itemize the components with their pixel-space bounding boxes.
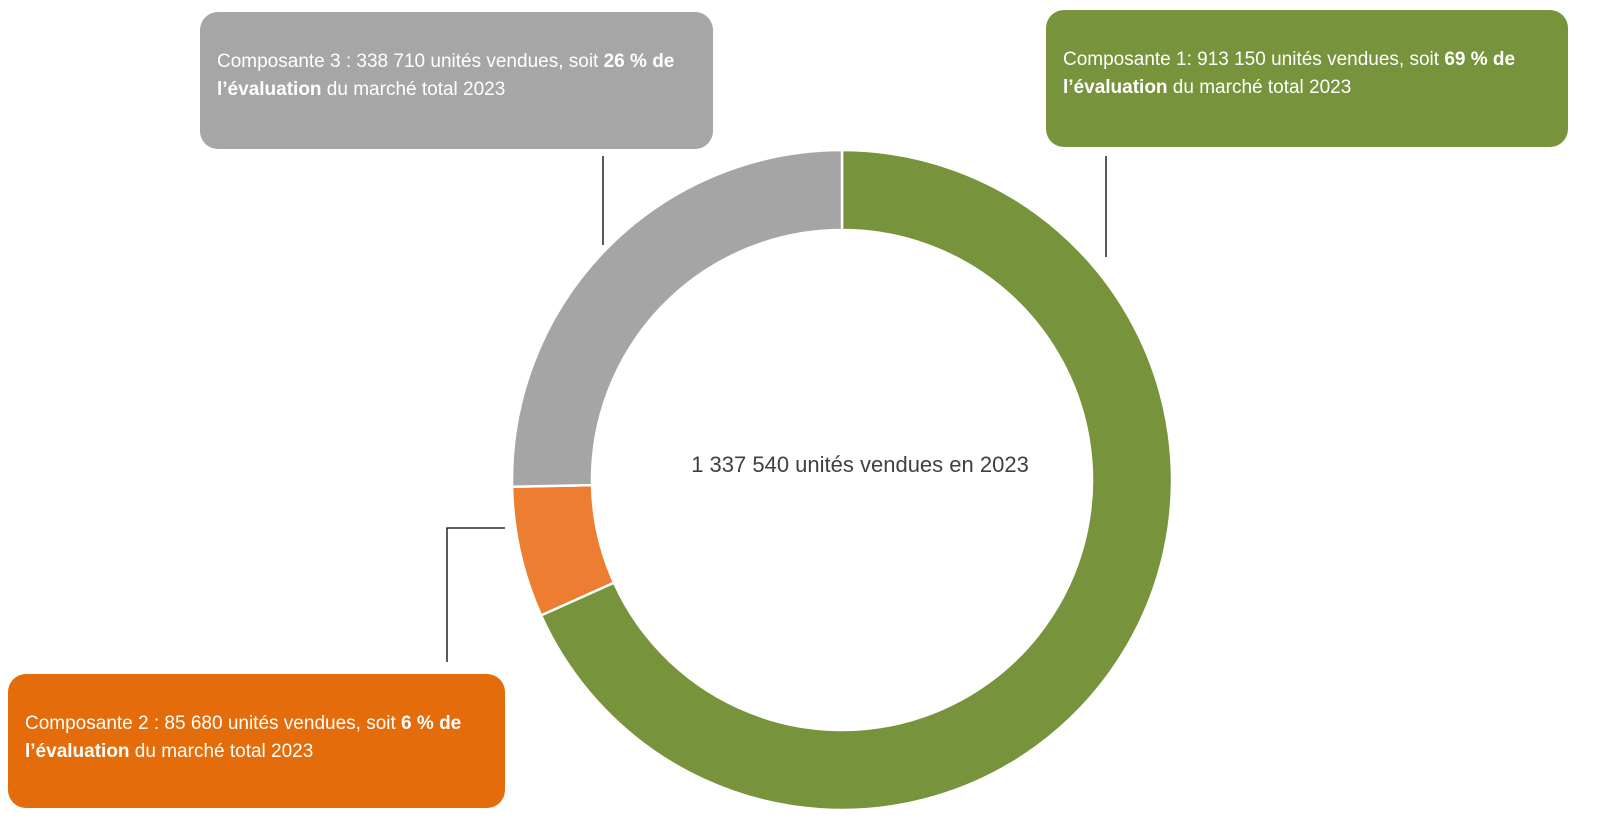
callout-text: du marché total 2023: [321, 79, 506, 100]
leader-line: [446, 527, 505, 662]
callout-text: unités vendues, soit: [425, 51, 604, 72]
callout-box: Composante 2 : 85 680 unités vendues, so…: [8, 674, 505, 808]
callout-text: unités vendues, soit: [1265, 49, 1445, 70]
value-label: 913 150: [1197, 49, 1266, 70]
center-text: 1 337 540 unités vendues en 2023: [691, 452, 1029, 477]
value-label: 85 680: [164, 713, 223, 734]
callout-text: du marché total 2023: [1167, 77, 1352, 98]
callout-text: Composante 3 :: [217, 51, 357, 72]
callout-bold-text: 6 % de l’évaluation: [25, 713, 462, 762]
callout-text: Composante 1:: [1063, 49, 1198, 70]
callout-bold-text: 26 % de l’évaluation: [217, 51, 675, 100]
value-label: 338 710: [356, 51, 426, 72]
callout-box: Composante 3 : 338 710 unités vendues, s…: [200, 12, 713, 149]
callout-text: Composante 2 :: [25, 713, 165, 734]
callout-text: du marché total 2023: [129, 741, 314, 762]
callout-box: Composante 1: 913 150 unités vendues, so…: [1046, 10, 1568, 147]
callout-bold-text: 69 % de l’évaluation: [1063, 49, 1516, 98]
donut-segment: [539, 148, 1174, 812]
callout-text: unités vendues, soit: [222, 713, 402, 734]
donut-segment: [510, 148, 844, 488]
